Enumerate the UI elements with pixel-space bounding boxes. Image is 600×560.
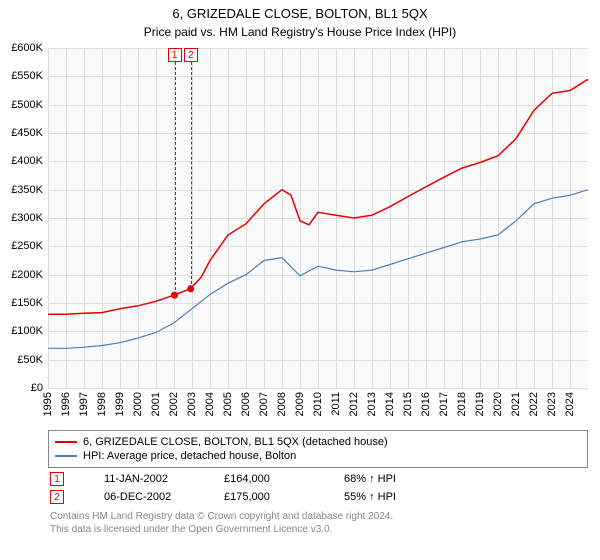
x-tick-label: 2004 [204,392,216,416]
chart-svg [48,48,588,388]
x-tick-label: 2000 [132,392,144,416]
sales-row: 2 06-DEC-2002 £175,000 55% ↑ HPI [48,486,588,504]
y-tick-label: £100K [0,325,43,337]
x-tick-label: 2002 [168,392,180,416]
legend-row: HPI: Average price, detached house, Bolt… [55,449,581,463]
sales-row-date: 11-JAN-2002 [104,473,184,485]
legend-label: 6, GRIZEDALE CLOSE, BOLTON, BL1 5QX (det… [83,436,388,448]
sale-dot [171,292,178,299]
y-tick-label: £0 [0,382,43,394]
y-tick-label: £250K [0,240,43,252]
x-tick-label: 2017 [438,392,450,416]
x-tick-label: 2013 [366,392,378,416]
legend-box: 6, GRIZEDALE CLOSE, BOLTON, BL1 5QX (det… [48,430,588,468]
x-tick-label: 2018 [456,392,468,416]
sales-row-marker: 1 [50,472,64,486]
x-tick-label: 2008 [276,392,288,416]
x-tick-label: 2005 [222,392,234,416]
y-tick-label: £350K [0,184,43,196]
x-tick-label: 2024 [564,392,576,416]
credits: Contains HM Land Registry data © Crown c… [48,504,588,536]
x-tick-label: 2021 [510,392,522,416]
x-tick-label: 2022 [528,392,540,416]
y-tick-label: £150K [0,297,43,309]
y-tick-label: £600K [0,42,43,54]
x-tick-label: 2023 [546,392,558,416]
sales-row-delta: 68% ↑ HPI [344,473,424,485]
legend-swatch [55,455,77,457]
page-title: 6, GRIZEDALE CLOSE, BOLTON, BL1 5QX [0,0,600,23]
sales-row-price: £164,000 [224,473,304,485]
x-tick-label: 2015 [402,392,414,416]
sales-row-price: £175,000 [224,491,304,503]
y-tick-label: £50K [0,354,43,366]
sales-row-delta: 55% ↑ HPI [344,491,424,503]
below-chart-section: 6, GRIZEDALE CLOSE, BOLTON, BL1 5QX (det… [48,430,588,536]
x-tick-label: 2016 [420,392,432,416]
sales-row: 1 11-JAN-2002 £164,000 68% ↑ HPI [48,468,588,486]
y-tick-label: £500K [0,99,43,111]
x-tick-label: 2012 [348,392,360,416]
x-tick-label: 2011 [330,392,342,416]
sales-row-date: 06-DEC-2002 [104,491,184,503]
x-tick-label: 2010 [312,392,324,416]
chart-area: £0£50K£100K£150K£200K£250K£300K£350K£400… [48,48,588,388]
legend-label: HPI: Average price, detached house, Bolt… [83,450,296,462]
x-tick-label: 2003 [186,392,198,416]
y-tick-label: £200K [0,269,43,281]
x-tick-label: 1998 [96,392,108,416]
x-tick-label: 2007 [258,392,270,416]
legend-row: 6, GRIZEDALE CLOSE, BOLTON, BL1 5QX (det… [55,435,581,449]
sales-row-marker: 2 [50,490,64,504]
x-tick-label: 1999 [114,392,126,416]
sale-marker-1: 1 [168,48,182,62]
y-tick-label: £400K [0,155,43,167]
page-subtitle: Price paid vs. HM Land Registry's House … [0,23,600,39]
credits-line-1: Contains HM Land Registry data © Crown c… [50,510,588,523]
y-tick-label: £300K [0,212,43,224]
credits-line-2: This data is licensed under the Open Gov… [50,523,588,536]
x-tick-label: 1997 [78,392,90,416]
x-tick-label: 1995 [42,392,54,416]
x-tick-label: 1996 [60,392,72,416]
legend-swatch [55,441,77,443]
sale-marker-2: 2 [184,48,198,62]
x-tick-label: 2001 [150,392,162,416]
x-tick-label: 2014 [384,392,396,416]
gridline-horizontal [48,388,588,389]
x-tick-label: 2020 [492,392,504,416]
series-line-price_paid [48,79,588,314]
x-tick-label: 2009 [294,392,306,416]
sale-dot [187,285,194,292]
y-tick-label: £450K [0,127,43,139]
y-tick-label: £550K [0,70,43,82]
sales-table: 1 11-JAN-2002 £164,000 68% ↑ HPI 2 06-DEC-200… [48,468,588,504]
x-tick-label: 2019 [474,392,486,416]
x-tick-label: 2006 [240,392,252,416]
